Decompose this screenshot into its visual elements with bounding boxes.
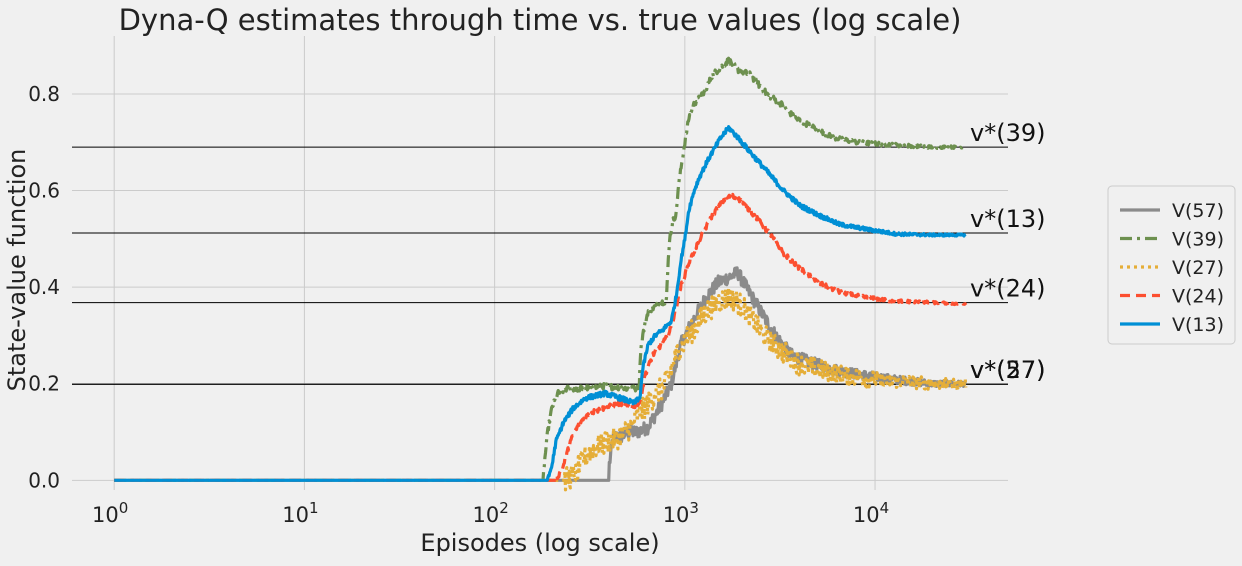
true-value-label-3: v*(57)	[970, 356, 1045, 384]
series-line-V39	[113, 56, 968, 482]
x-tick-label-3: 103	[663, 499, 699, 527]
legend: V(57) V(39) V(27) V(24) V(13)	[1107, 185, 1236, 345]
y-tick-label-3: 0.6	[28, 179, 60, 203]
y-tick-label-4: 0.8	[28, 82, 60, 106]
series-lines	[113, 56, 968, 492]
true-value-lines	[72, 146, 1008, 385]
x-axis-label: Episodes (log scale)	[420, 529, 659, 557]
true-value-label-1: v*(13)	[970, 205, 1045, 233]
legend-label-4: V(13)	[1172, 314, 1224, 336]
true-value-label-4: v*(27)	[970, 356, 1045, 384]
grid-lines	[72, 36, 1008, 490]
y-tick-label-1: 0.2	[28, 372, 60, 396]
y-axis-label: State-value function	[3, 149, 31, 392]
series-line-V27	[113, 286, 968, 492]
x-tick-labels: 100 101 102 103 104	[92, 499, 889, 527]
true-value-labels: v*(39) v*(13) v*(24) v*(57)v*(27)	[970, 119, 1045, 384]
x-tick-label-2: 102	[472, 499, 508, 527]
x-tick-label-4: 104	[853, 499, 889, 527]
legend-label-2: V(27)	[1172, 257, 1224, 279]
y-tick-label-0: 0.0	[28, 468, 60, 492]
legend-label-3: V(24)	[1172, 286, 1224, 308]
x-tick-label-0: 100	[92, 499, 128, 527]
chart-title: Dyna-Q estimates through time vs. true v…	[119, 3, 962, 37]
true-value-label-0: v*(39)	[970, 119, 1045, 147]
series-line-V57	[113, 266, 967, 482]
true-value-label-2: v*(24)	[970, 275, 1045, 303]
legend-label-0: V(57)	[1172, 200, 1224, 222]
y-tick-label-2: 0.4	[28, 275, 60, 299]
y-tick-labels: 0.0 0.2 0.4 0.6 0.8	[28, 82, 60, 492]
legend-box	[1107, 185, 1236, 345]
series-line-V24	[113, 192, 968, 483]
series-line-V13	[113, 125, 967, 482]
legend-label-1: V(39)	[1172, 229, 1224, 251]
x-tick-label-1: 101	[282, 499, 318, 527]
